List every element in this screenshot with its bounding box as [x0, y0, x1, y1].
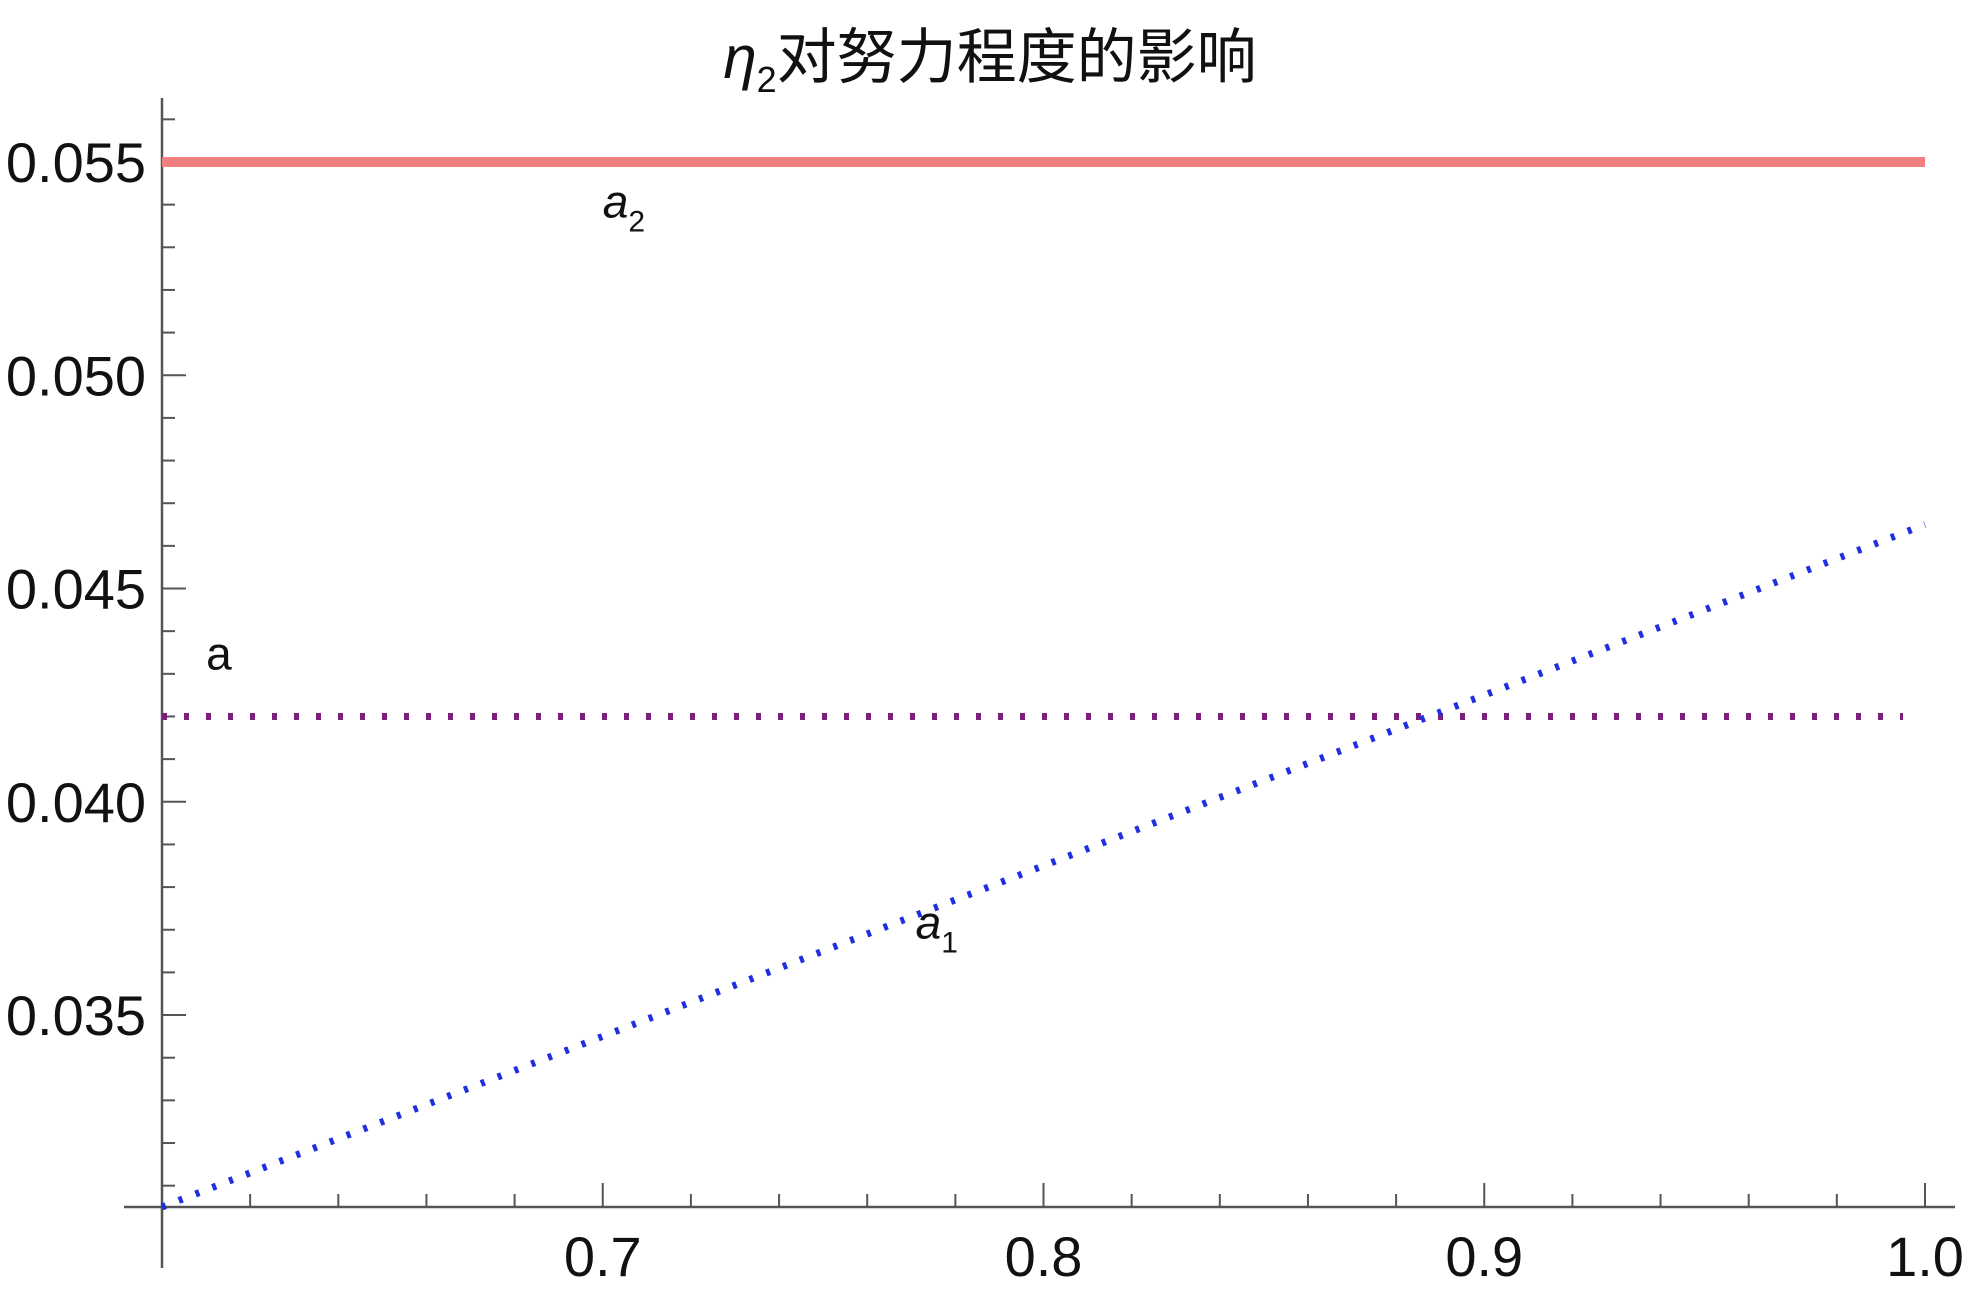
series-label-a1: a1 [916, 896, 958, 959]
x-tick-label: 1.0 [1886, 1225, 1964, 1288]
series-label-a: a [206, 628, 232, 680]
series-line-a1 [160, 521, 1927, 1211]
y-tick-label: 0.050 [6, 344, 146, 407]
svg-text:η2对努力程度的影响: η2对努力程度的影响 [723, 24, 1256, 100]
series-label-main: a [206, 628, 232, 680]
axes: 0.7 0.8 0.9 1.0 0.035 0.040 0.045 0.050 0.055 [6, 98, 1964, 1288]
series-layer [160, 157, 1927, 1211]
series-label-sub: 1 [941, 926, 958, 959]
series-label-a2: a2 [603, 175, 645, 238]
series-label-main: a [603, 175, 629, 227]
x-tick-label: 0.7 [564, 1225, 642, 1288]
chart-title-subscript: 2 [757, 59, 777, 100]
series-label-main: a [916, 896, 942, 948]
chart-title: η2对努力程度的影响 [723, 24, 1256, 100]
chart-title-text: 对努力程度的影响 [777, 24, 1257, 91]
y-tick-label: 0.055 [6, 131, 146, 194]
x-tick-label: 0.9 [1445, 1225, 1523, 1288]
y-tick-label: 0.035 [6, 984, 146, 1047]
chart-title-symbol: η [723, 24, 756, 91]
y-tick-label: 0.040 [6, 771, 146, 834]
x-tick-label: 0.8 [1005, 1225, 1083, 1288]
series-label-sub: 2 [628, 205, 645, 238]
y-tick-label: 0.045 [6, 558, 146, 621]
